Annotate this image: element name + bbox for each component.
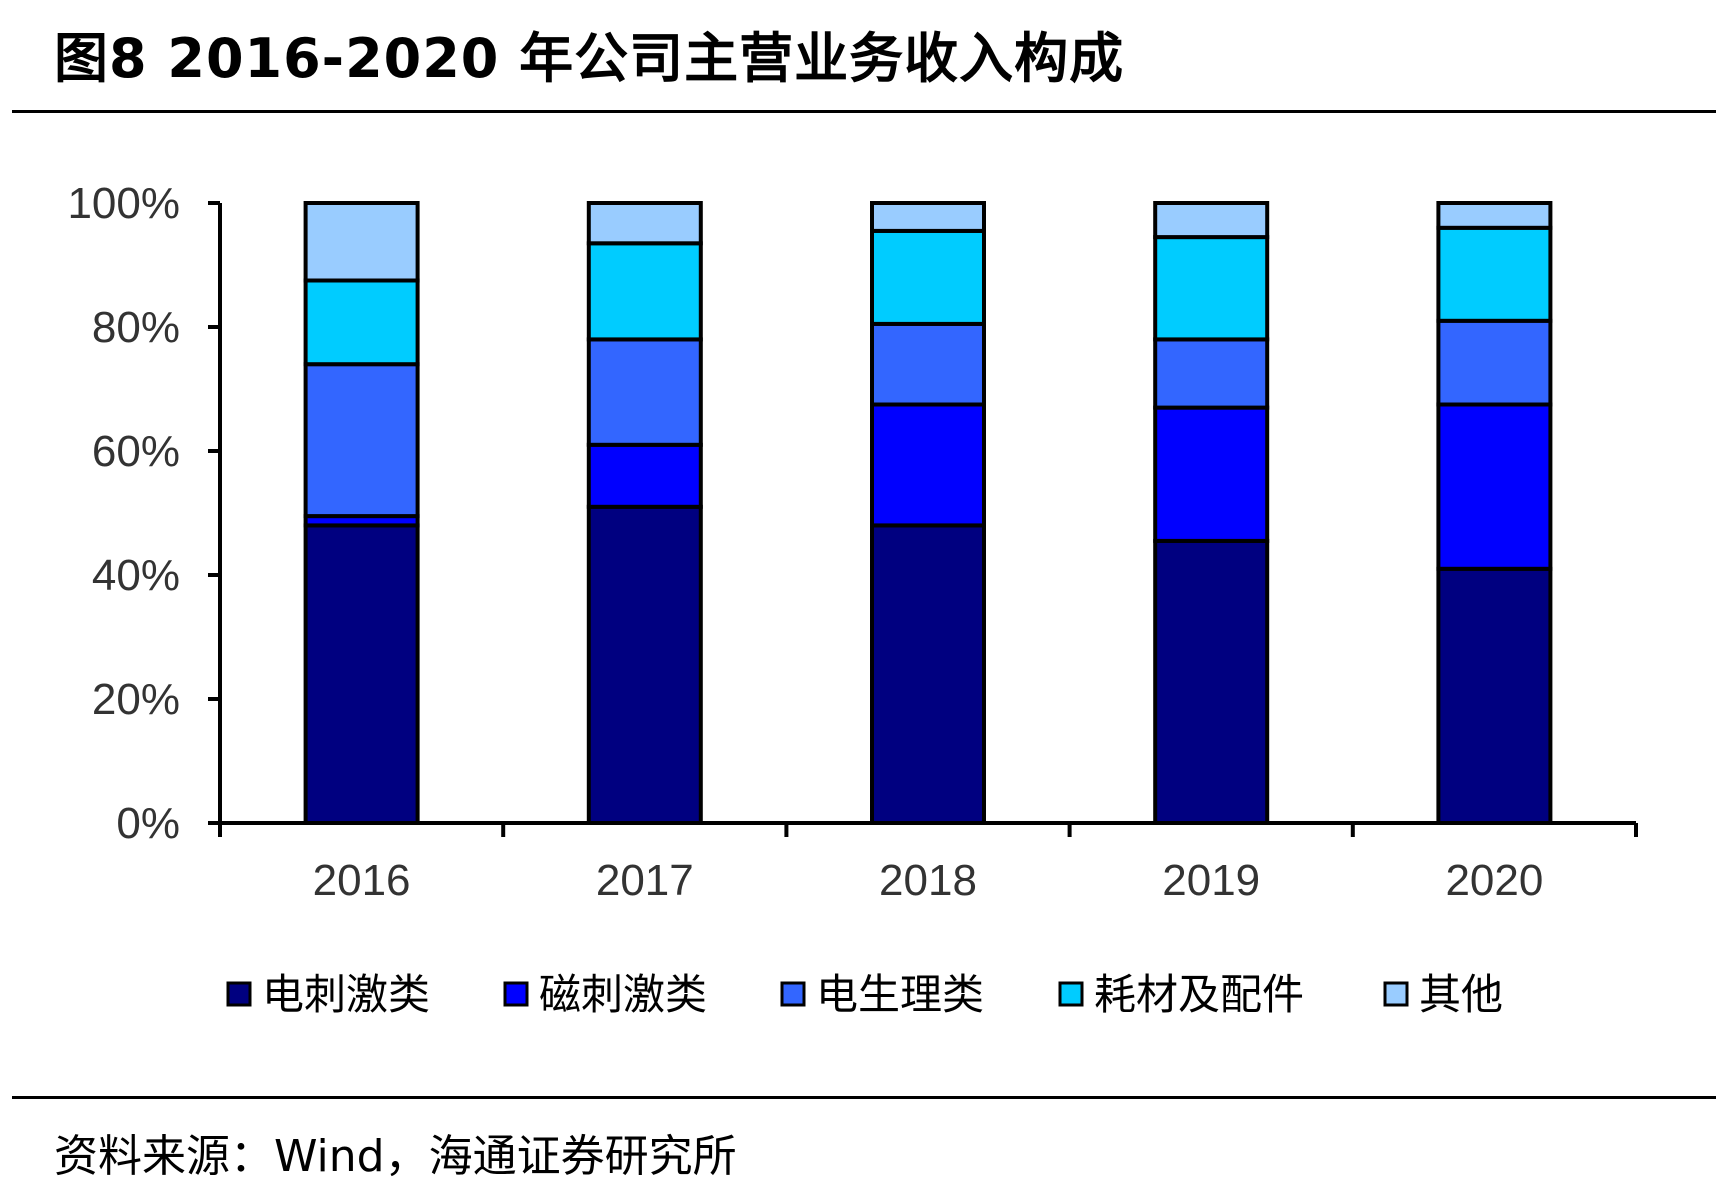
bar-segment-2017-0 — [586, 504, 703, 825]
bar-segment-2018-3 — [870, 228, 986, 326]
y-tick-label: 40% — [92, 551, 180, 600]
bar-segment-2020-4 — [1436, 201, 1553, 230]
legend-label: 其他 — [1419, 970, 1503, 1019]
legend-swatch — [1383, 981, 1409, 1007]
bar-stacks — [303, 201, 1553, 826]
bar-segment-2018-4 — [870, 201, 986, 233]
legend-swatch — [1058, 981, 1084, 1007]
bottom-divider — [12, 1096, 1716, 1099]
legend-label: 电生理类 — [816, 970, 984, 1019]
bar-segment-2016-2 — [303, 362, 420, 519]
bar-segment-2019-0 — [1153, 538, 1270, 826]
stacked-bar-chart: 0%20%40%60%80%100% 2016 2017 2018 2019 2020 … — [67, 179, 1638, 1019]
bar-segment-2018-1 — [870, 402, 986, 528]
x-tick-label: 2016 — [313, 856, 411, 905]
bar-segment-2018-2 — [870, 321, 986, 407]
bar-segment-2017-4 — [586, 201, 703, 246]
legend: 电刺激类 磁刺激类 电生理类 耗材及配件 其他 — [226, 970, 1503, 1019]
bar-segment-2019-3 — [1153, 235, 1270, 342]
x-tick-label: 2018 — [879, 856, 977, 905]
top-divider — [12, 110, 1716, 113]
y-tick-label: 20% — [92, 675, 180, 724]
figure-title: 图8 2016-2020 年公司主营业务收入构成 — [54, 27, 1125, 90]
bar-segment-2017-2 — [586, 337, 703, 447]
bar-segment-2020-3 — [1436, 225, 1553, 323]
legend-swatch — [226, 981, 252, 1007]
x-axis-ticks: 2016 2017 2018 2019 2020 — [218, 823, 1638, 905]
x-tick-label: 2019 — [1162, 856, 1260, 905]
y-tick-label: 80% — [92, 303, 180, 352]
x-tick-label: 2017 — [596, 856, 694, 905]
bar-segment-2020-2 — [1436, 318, 1553, 407]
y-tick-label: 100% — [67, 179, 180, 228]
legend-label: 磁刺激类 — [539, 970, 707, 1019]
legend-label: 耗材及配件 — [1094, 970, 1304, 1019]
x-tick-label: 2020 — [1445, 856, 1543, 905]
legend-swatch — [503, 981, 529, 1007]
legend-label: 电刺激类 — [262, 970, 430, 1019]
axes — [208, 203, 1636, 825]
bar-segment-2016-0 — [303, 523, 420, 826]
source-note: 资料来源：Wind，海通证券研究所 — [54, 1131, 737, 1182]
bar-segment-2017-1 — [586, 442, 703, 509]
bar-segment-2020-1 — [1436, 402, 1553, 571]
bar-segment-2018-0 — [870, 523, 986, 826]
bar-segment-2016-3 — [303, 278, 420, 367]
bar-segment-2017-3 — [586, 241, 703, 342]
bar-segment-2019-2 — [1153, 337, 1270, 410]
bar-segment-2020-0 — [1436, 566, 1553, 825]
bar-segment-2019-1 — [1153, 405, 1270, 543]
legend-swatch — [780, 981, 806, 1007]
y-tick-label: 60% — [92, 427, 180, 476]
y-axis-ticks: 0% 20% 40% 60% 80% 100% — [67, 179, 220, 848]
y-tick-label: 0% — [116, 799, 180, 848]
bar-segment-2019-4 — [1153, 201, 1270, 240]
bar-segment-2016-4 — [303, 201, 420, 283]
